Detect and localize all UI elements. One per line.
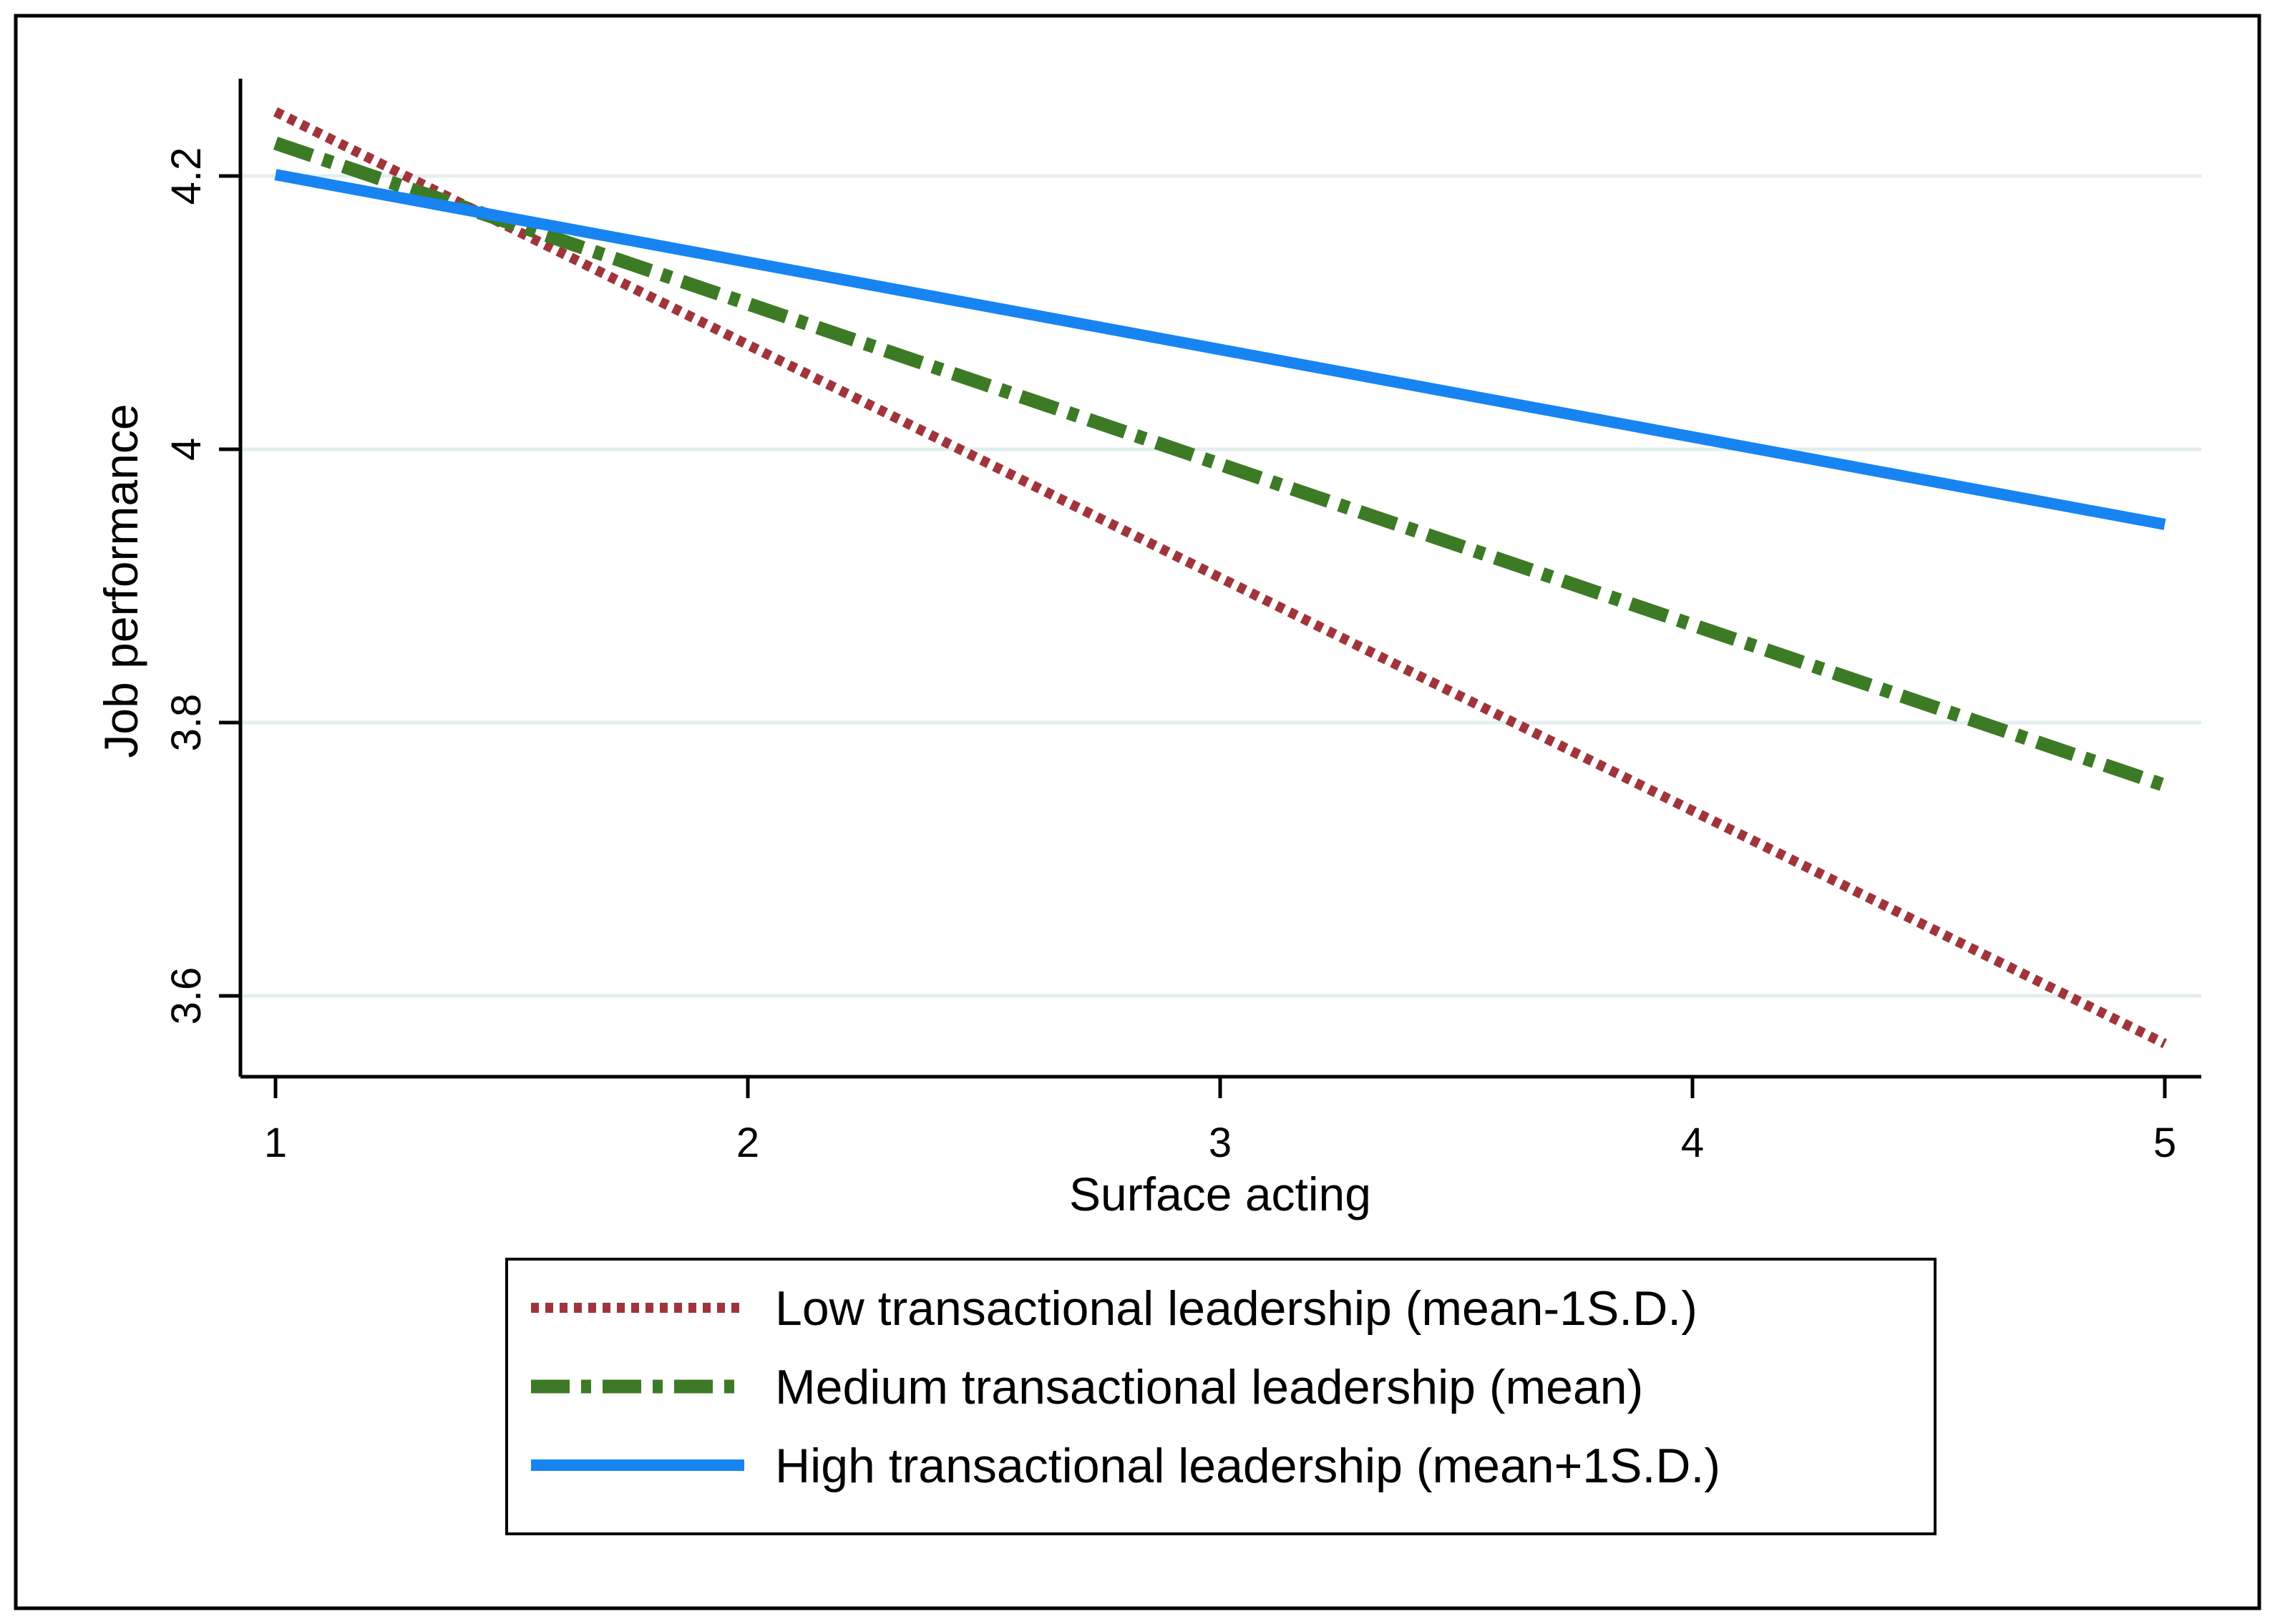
legend-box bbox=[505, 1258, 1937, 1535]
axes: 1 2 3 4 5 3.6 3.8 4 4.2 bbox=[163, 79, 2201, 1166]
x-tick-label: 3 bbox=[1209, 1120, 1232, 1166]
series-lines bbox=[273, 107, 2168, 1049]
legend-label: High transactional leadership (mean+1S.D… bbox=[775, 1439, 1720, 1493]
y-tick-label: 3.8 bbox=[163, 694, 210, 752]
series-line bbox=[273, 107, 2168, 1049]
y-axis-title: Job performance bbox=[94, 403, 147, 758]
y-tick-label: 3.6 bbox=[163, 967, 210, 1025]
y-tick-label: 4.2 bbox=[163, 147, 210, 205]
x-tick-label: 1 bbox=[264, 1120, 287, 1166]
x-tick-label: 2 bbox=[736, 1120, 759, 1166]
legend: Low transactional leadership (mean-1S.D.… bbox=[505, 1258, 1937, 1535]
series-line bbox=[274, 169, 2166, 530]
legend-label: Low transactional leadership (mean-1S.D.… bbox=[775, 1281, 1697, 1336]
x-axis-title: Surface acting bbox=[1069, 1168, 1371, 1221]
series-line bbox=[273, 137, 2168, 792]
x-tick-label: 5 bbox=[2153, 1120, 2176, 1166]
x-tick-label: 4 bbox=[1681, 1120, 1704, 1166]
legend-label: Medium transactional leadership (mean) bbox=[775, 1360, 1643, 1414]
y-tick-label: 4 bbox=[163, 438, 210, 461]
gridlines bbox=[240, 174, 2201, 998]
